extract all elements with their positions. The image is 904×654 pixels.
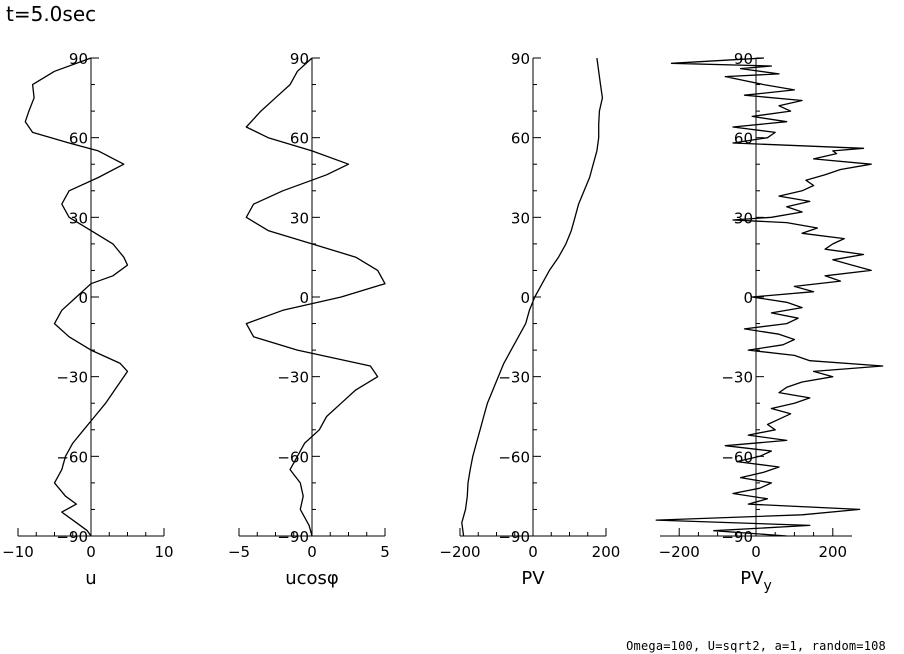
y-tick-label: 30	[290, 209, 309, 227]
y-tick-label: 30	[511, 209, 530, 227]
series-line-1	[24, 57, 129, 537]
y-tick-label: −30	[498, 369, 530, 387]
x-tick-label: 0	[86, 543, 96, 561]
x-tick-label: −200	[659, 543, 700, 561]
y-tick-label: −30	[721, 369, 753, 387]
chart-title: t=5.0sec	[6, 2, 97, 26]
x-axis-label: ucosφ	[285, 568, 339, 589]
y-tick-label: 90	[511, 50, 530, 68]
y-tick-label: 90	[69, 50, 88, 68]
y-tick-label: −90	[498, 528, 530, 546]
x-tick-label: 200	[592, 543, 621, 561]
y-tick-label: 0	[78, 289, 88, 307]
x-axis-label: u	[85, 568, 96, 589]
x-axis-label: PV	[521, 568, 545, 589]
y-tick-label: 30	[734, 209, 753, 227]
y-tick-label: −30	[56, 369, 88, 387]
y-tick-label: −90	[721, 528, 753, 546]
y-tick-label: 0	[299, 289, 309, 307]
y-tick-label: 60	[290, 130, 309, 148]
chart-panel-1: −10 0 10 −90 −60 −30 0 30 60 90 u	[2, 50, 173, 589]
y-tick-label: −60	[277, 448, 309, 466]
parameter-footer: Omega=100, U=sqrt2, a=1, random=108	[626, 639, 886, 653]
x-tick-label: −10	[2, 543, 34, 561]
series-line-1	[655, 57, 884, 537]
series-line-1	[461, 57, 604, 537]
y-tick-label: 90	[290, 50, 309, 68]
y-tick-label: −60	[56, 448, 88, 466]
y-tick-label: 30	[69, 209, 88, 227]
y-tick-label: 60	[734, 130, 753, 148]
y-tick-label: 0	[520, 289, 530, 307]
x-tick-label: 0	[307, 543, 317, 561]
x-tick-label: 5	[380, 543, 390, 561]
x-tick-label: 10	[154, 543, 173, 561]
y-tick-label: −60	[721, 448, 753, 466]
y-tick-label: −30	[277, 369, 309, 387]
y-tick-label: 60	[511, 130, 530, 148]
y-tick-label: 60	[69, 130, 88, 148]
y-tick-label: 0	[743, 289, 753, 307]
x-tick-label: −5	[228, 543, 250, 561]
x-tick-label: 200	[818, 543, 847, 561]
chart-panel-2: −5 0 5 −90 −60 −30 0 30 60 90 ucosφ	[228, 50, 390, 589]
x-tick-label: 0	[751, 543, 761, 561]
series-line-1	[245, 57, 386, 537]
x-tick-label: −200	[439, 543, 480, 561]
chart-panel-3: −200 0 200 −90 −60 −30 0 30 60 90 PV	[439, 50, 620, 589]
x-axis-label: PVy	[740, 568, 771, 594]
y-tick-label: −60	[498, 448, 530, 466]
y-tick-label: −90	[277, 528, 309, 546]
y-tick-label: −90	[56, 528, 88, 546]
x-tick-label: 0	[528, 543, 538, 561]
